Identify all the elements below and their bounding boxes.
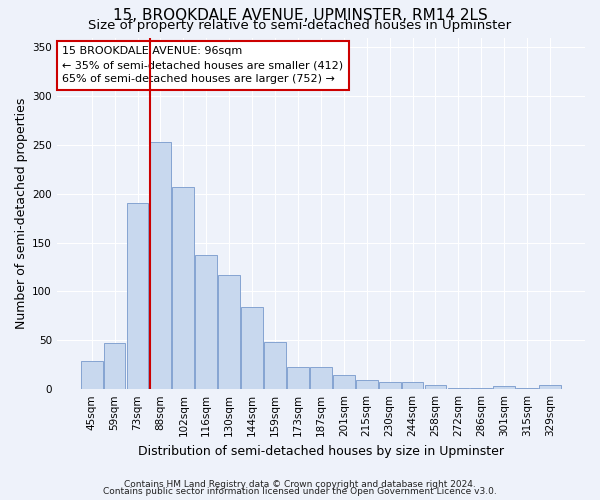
Bar bbox=[81, 361, 103, 389]
Bar bbox=[333, 374, 355, 389]
Text: Contains public sector information licensed under the Open Government Licence v3: Contains public sector information licen… bbox=[103, 487, 497, 496]
Bar bbox=[539, 386, 561, 389]
Bar bbox=[448, 388, 469, 389]
Bar bbox=[379, 382, 401, 389]
Bar bbox=[264, 342, 286, 389]
Bar bbox=[401, 382, 424, 389]
Bar bbox=[287, 366, 309, 389]
Bar bbox=[310, 366, 332, 389]
Bar bbox=[356, 380, 377, 389]
Bar bbox=[196, 256, 217, 389]
Text: 15 BROOKDALE AVENUE: 96sqm
← 35% of semi-detached houses are smaller (412)
65% o: 15 BROOKDALE AVENUE: 96sqm ← 35% of semi… bbox=[62, 46, 343, 84]
Text: Contains HM Land Registry data © Crown copyright and database right 2024.: Contains HM Land Registry data © Crown c… bbox=[124, 480, 476, 489]
Text: 15, BROOKDALE AVENUE, UPMINSTER, RM14 2LS: 15, BROOKDALE AVENUE, UPMINSTER, RM14 2L… bbox=[113, 8, 487, 22]
Bar bbox=[493, 386, 515, 389]
Bar bbox=[104, 344, 125, 389]
Bar bbox=[241, 307, 263, 389]
Text: Size of property relative to semi-detached houses in Upminster: Size of property relative to semi-detach… bbox=[88, 18, 512, 32]
Bar bbox=[218, 275, 240, 389]
Bar bbox=[516, 388, 538, 389]
Bar bbox=[172, 187, 194, 389]
Bar bbox=[127, 202, 148, 389]
Bar bbox=[149, 142, 172, 389]
Bar bbox=[425, 386, 446, 389]
Bar bbox=[470, 388, 492, 389]
X-axis label: Distribution of semi-detached houses by size in Upminster: Distribution of semi-detached houses by … bbox=[138, 444, 504, 458]
Y-axis label: Number of semi-detached properties: Number of semi-detached properties bbox=[15, 98, 28, 329]
